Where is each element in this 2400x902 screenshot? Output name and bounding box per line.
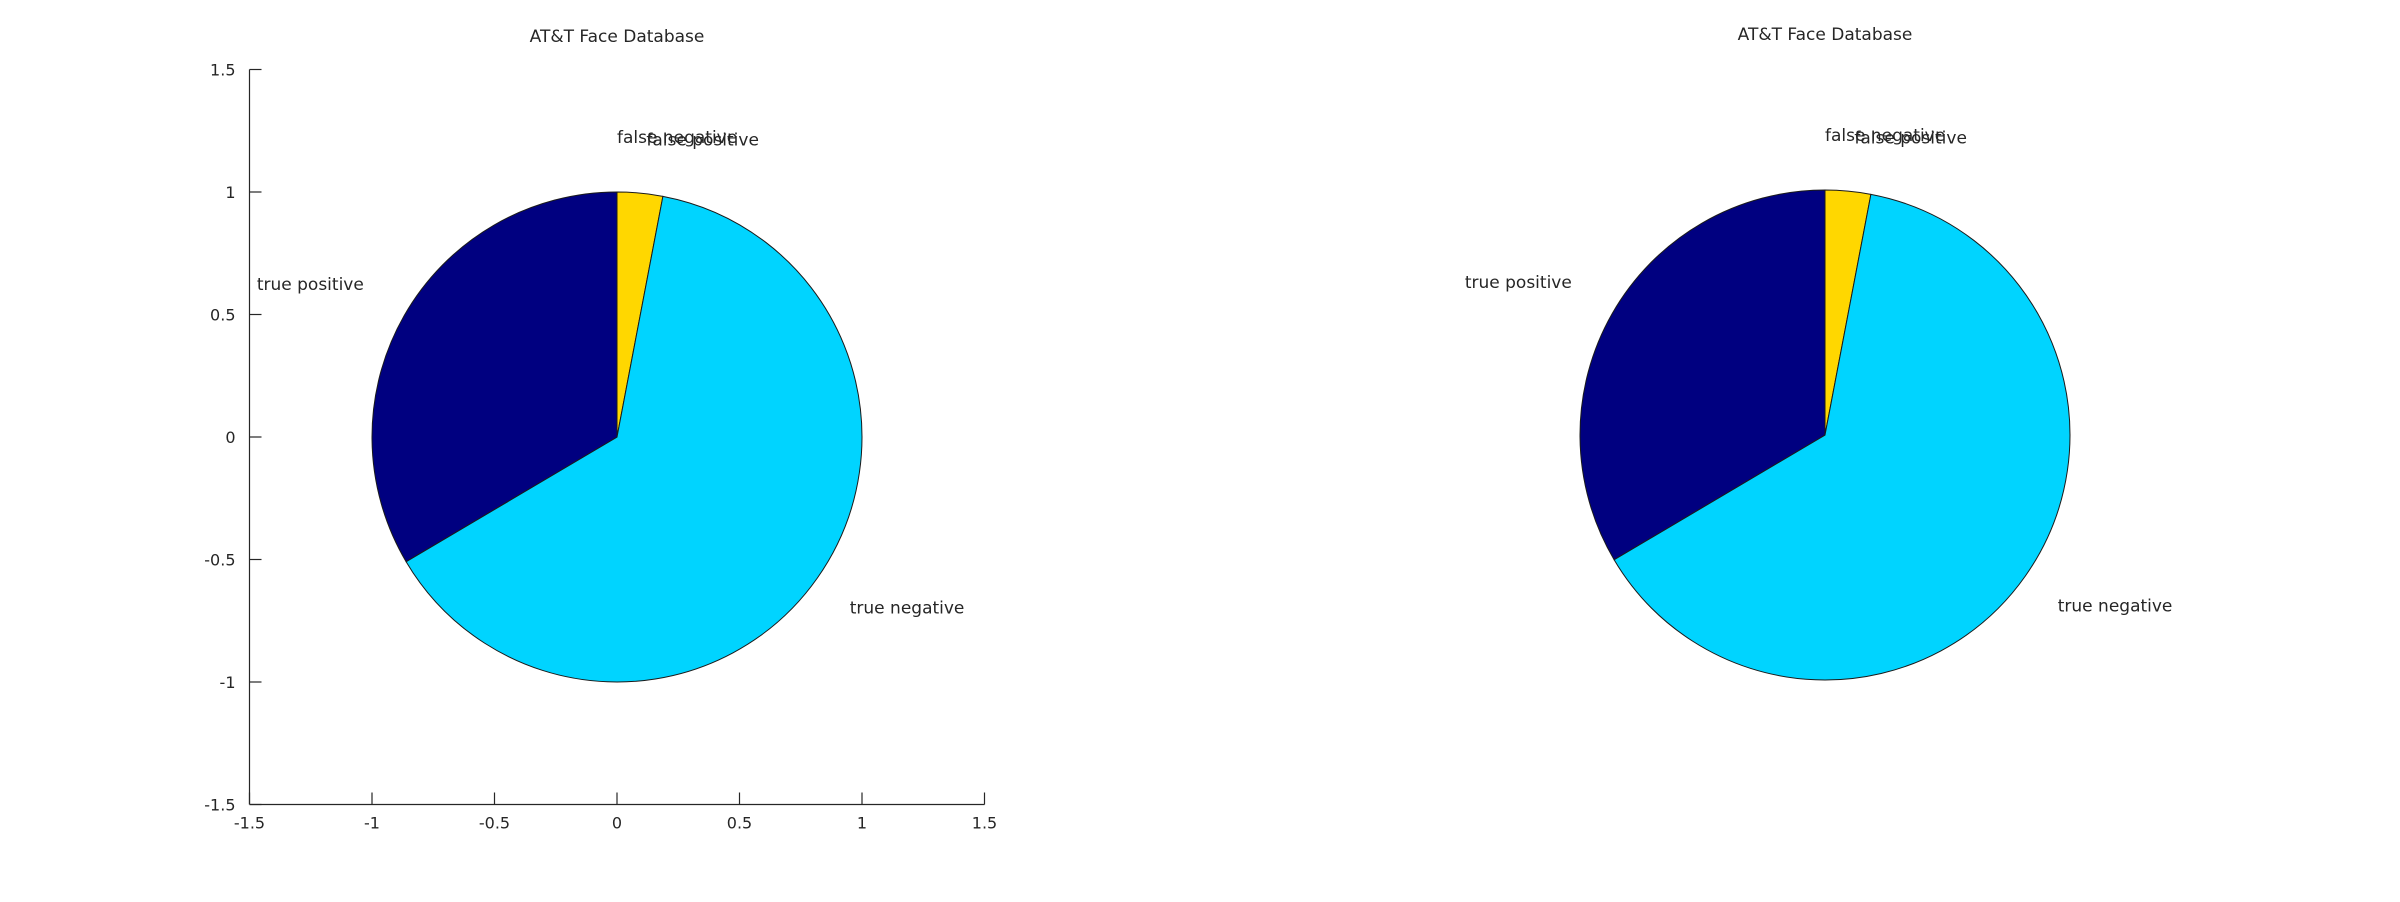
slice-true-negative (405, 195, 863, 683)
x-tick-label: 0.5 (727, 814, 752, 833)
x-tick-label: 0 (612, 814, 622, 833)
slice-label-false-negative: false negative (1825, 126, 1945, 146)
chart-title: AT&T Face Database (1738, 25, 1913, 45)
x-tick-label: -0.5 (479, 814, 510, 833)
y-tick-label: 1 (225, 183, 235, 202)
chart-panel-1: AT&T Face Database -1.5 -1 -0.5 0 0.5 1 1.5 1.5 1… (204, 27, 997, 833)
x-tick-label: -1.5 (234, 814, 265, 833)
y-tick-label: -1 (220, 673, 236, 692)
axes: -1.5 -1 -0.5 0 0.5 1 1.5 1.5 1 0.5 0 -0.5 -1 -1.5 (204, 61, 997, 833)
chart-title: AT&T Face Database (530, 27, 705, 47)
slice-true-positive (1579, 189, 1826, 561)
y-tick-label: 1.5 (210, 61, 235, 80)
slice-true-negative (1613, 193, 2071, 681)
slice-label-true-positive: true positive (1465, 273, 1572, 293)
pie (371, 191, 863, 683)
slice-label-true-negative: true negative (2058, 596, 2173, 616)
y-tick-label: 0 (225, 428, 235, 447)
pie (1579, 189, 2071, 681)
y-tick-label: -1.5 (204, 796, 235, 815)
slice-label-false-positive: false positive (1854, 128, 1967, 148)
slice-label-true-positive: true positive (257, 275, 364, 295)
x-tick-label: -1 (364, 814, 380, 833)
slice-label-false-positive: false positive (646, 130, 759, 150)
x-tick-label: 1 (857, 814, 867, 833)
slice-label-false-negative: false negative (617, 128, 737, 148)
slice-label-true-negative: true negative (850, 598, 965, 618)
y-tick-label: -0.5 (204, 551, 235, 570)
x-tick-label: 1.5 (972, 814, 997, 833)
slice-true-positive (371, 191, 618, 563)
y-tick-label: 0.5 (210, 306, 235, 325)
